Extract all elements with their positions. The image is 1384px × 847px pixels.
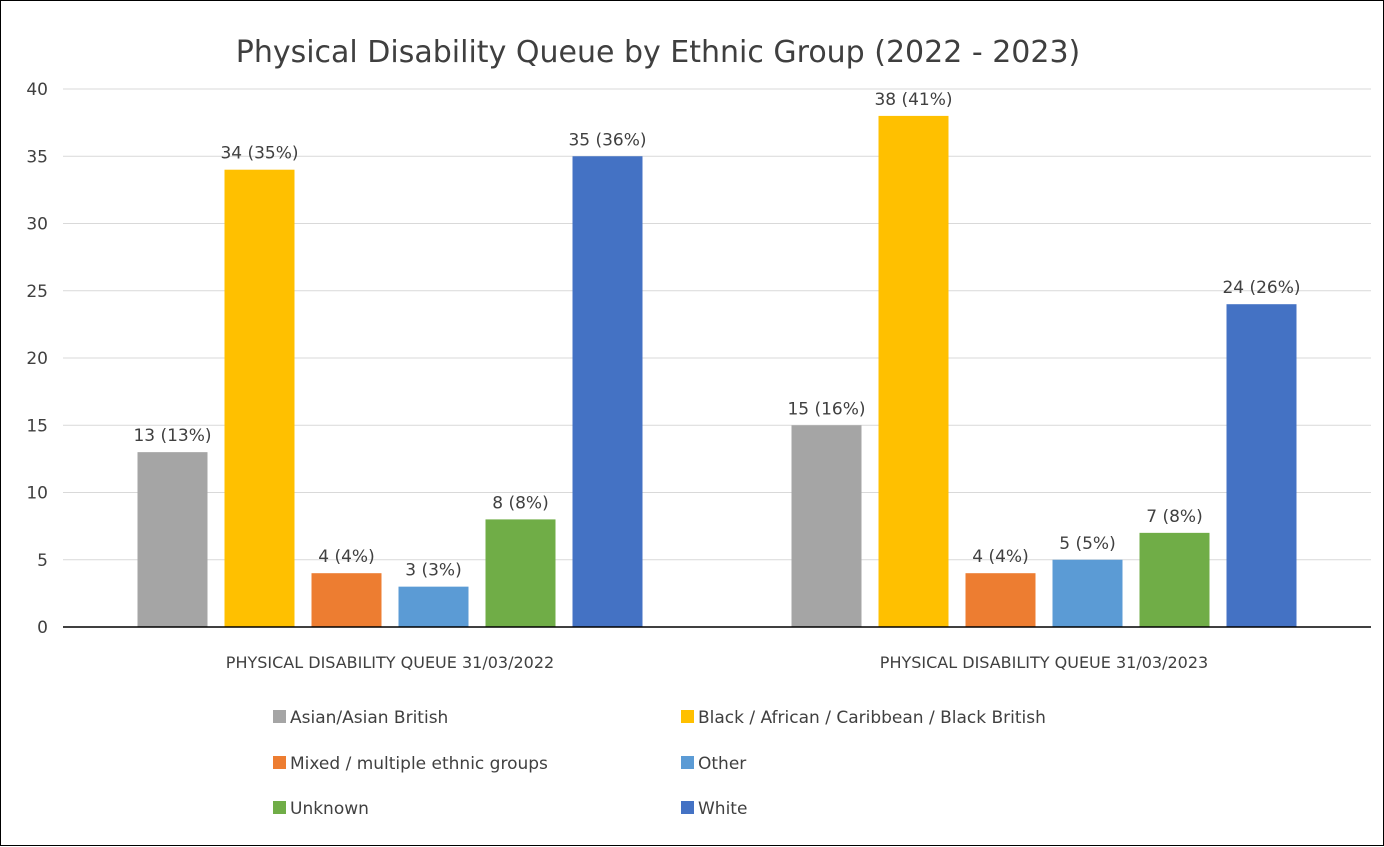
data-label: 3 (3%)	[405, 561, 461, 581]
y-tick-label: 30	[26, 215, 48, 235]
data-labels: 13 (13%) 34 (35%) 4 (4%) 3 (3%) 8 (8%) 35 (36…	[133, 90, 1300, 581]
data-label: 7 (8%)	[1146, 507, 1202, 527]
y-tick-label: 20	[26, 349, 48, 369]
y-tick-label: 10	[26, 484, 48, 504]
axes: 0 5 10 15 20 25 30 35 40 PHYSICAL DISABILITY QUEU…	[26, 80, 1371, 672]
bar-1-1	[878, 115, 949, 628]
legend-entry: Mixed / multiple ethnic groups	[290, 754, 548, 774]
legend-entry: Unknown	[290, 799, 369, 819]
data-label: 24 (26%)	[1222, 278, 1300, 298]
data-label: 35 (36%)	[568, 130, 646, 150]
y-tick-label: 40	[26, 80, 48, 100]
chart-title: Physical Disability Queue by Ethnic Grou…	[236, 35, 1081, 70]
bar-4-1	[1139, 532, 1210, 627]
bar-5-1	[1226, 304, 1297, 627]
data-label: 38 (41%)	[874, 90, 952, 110]
y-tick-label: 25	[26, 282, 48, 302]
bar-2-0	[311, 573, 382, 627]
x-category-label: PHYSICAL DISABILITY QUEUE 31/03/2022	[226, 653, 554, 672]
data-label: 4 (4%)	[318, 547, 374, 567]
y-tick-label: 35	[26, 147, 48, 167]
legend-swatch	[273, 756, 286, 769]
data-label: 34 (35%)	[220, 144, 298, 164]
data-label: 8 (8%)	[492, 493, 548, 513]
legend-swatch	[681, 710, 694, 723]
legend-entry: Other	[698, 754, 746, 774]
data-label: 15 (16%)	[787, 399, 865, 419]
legend-swatch	[273, 801, 286, 814]
data-label: 5 (5%)	[1059, 534, 1115, 554]
legend-swatch	[681, 801, 694, 814]
legend-entry: White	[698, 799, 747, 819]
legend-entry: Black / African / Caribbean / Black Brit…	[698, 708, 1046, 728]
legend-swatch	[273, 710, 286, 723]
data-label: 13 (13%)	[133, 426, 211, 446]
bars	[137, 115, 1297, 628]
bar-0-0	[137, 452, 208, 627]
bar-0-1	[791, 425, 862, 627]
y-tick-label: 15	[26, 416, 48, 436]
bar-2-1	[965, 573, 1036, 627]
legend-swatch	[681, 756, 694, 769]
legend: Asian/Asian British Black / African / Car…	[273, 708, 1046, 819]
bar-5-0	[572, 156, 643, 627]
bar-3-1	[1052, 559, 1123, 627]
bar-3-0	[398, 586, 469, 627]
y-tick-label: 0	[37, 618, 48, 638]
x-category-label: PHYSICAL DISABILITY QUEUE 31/03/2023	[880, 653, 1208, 672]
y-tick-label: 5	[37, 551, 48, 571]
legend-entry: Asian/Asian British	[290, 708, 448, 728]
bar-4-0	[485, 519, 556, 627]
bar-1-0	[224, 169, 295, 627]
data-label: 4 (4%)	[972, 547, 1028, 567]
